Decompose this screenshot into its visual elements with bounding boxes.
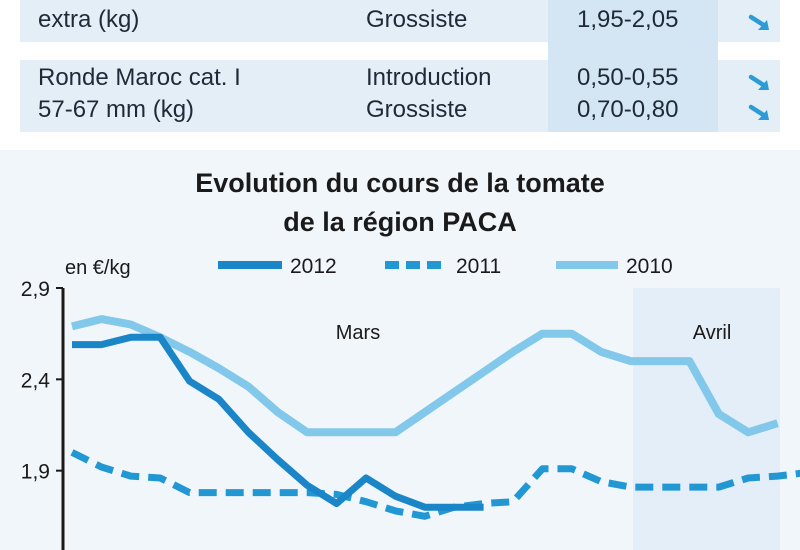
price-table: extra (kg) Grossiste 1,95-2,05 Ronde Mar… — [0, 0, 800, 150]
market-stage: Grossiste — [366, 6, 468, 33]
chart-subtitle: de la région PACA — [283, 207, 517, 237]
price-range: 0,50-0,55 — [577, 64, 679, 91]
series-line-2010 — [71, 315, 779, 437]
down-right-arrow-icon — [748, 104, 769, 120]
y-axis-label: en €/kg — [65, 257, 131, 279]
month-label-mars: Mars — [336, 322, 380, 344]
y-tick-label: 2,9 — [21, 278, 50, 301]
price-range: 0,70-0,80 — [577, 96, 679, 123]
chart-title: Evolution du cours de la tomate — [195, 168, 605, 198]
legend-label-2011: 2011 — [456, 255, 501, 278]
line-chart: 2,92,41,91,4 en €/kg 2012 2011 2010 Mars… — [21, 255, 800, 550]
down-right-arrow-icon — [748, 74, 769, 90]
product-label: Ronde Maroc cat. I — [38, 64, 241, 91]
price-column-band — [548, 0, 718, 132]
product-label: extra (kg) — [38, 6, 140, 33]
down-right-arrow-icon — [748, 14, 769, 30]
april-band — [633, 288, 780, 550]
legend-label-2012: 2012 — [290, 255, 337, 278]
month-label-avril: Avril — [693, 322, 732, 344]
product-label: 57-67 mm (kg) — [38, 96, 195, 123]
legend-label-2010: 2010 — [626, 255, 673, 278]
price-chart: Evolution du cours de la tomate de la ré… — [0, 150, 800, 550]
market-stage: Introduction — [366, 64, 492, 91]
series-line-2011 — [70, 449, 800, 520]
series-line-2012 — [72, 333, 484, 511]
price-range: 1,95-2,05 — [577, 6, 679, 33]
y-tick-label: 2,4 — [21, 369, 51, 392]
y-tick-label: 1,9 — [21, 461, 50, 484]
market-stage: Grossiste — [366, 96, 468, 123]
